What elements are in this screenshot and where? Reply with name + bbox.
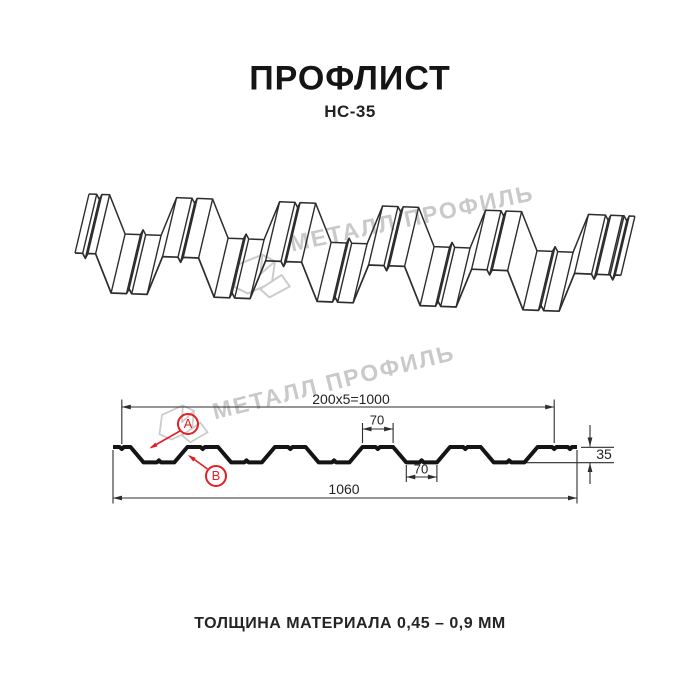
side-b-marker: B <box>205 465 227 487</box>
dim-profile-height: 35 <box>596 446 612 462</box>
dim-overall-width: 1060 <box>328 481 360 497</box>
dim-top-total: 200x5=1000 <box>312 391 390 407</box>
profile-model-label: НС-35 <box>324 102 376 121</box>
material-thickness-caption: ТОЛЩИНА МАТЕРИАЛА 0,45 – 0,9 ММ <box>194 615 506 632</box>
page-title: ПРОФЛИСТ <box>249 59 451 98</box>
dim-crest-width: 70 <box>369 412 385 428</box>
side-a-marker: A <box>177 413 199 435</box>
dim-valley-width: 70 <box>413 461 429 477</box>
